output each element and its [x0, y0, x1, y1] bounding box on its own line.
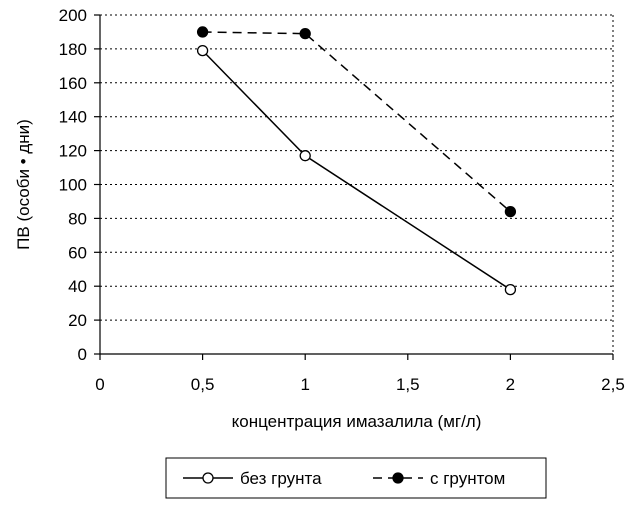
- legend: без грунта с грунтом: [165, 457, 547, 499]
- y-tick-label: 200: [59, 6, 87, 25]
- series-2: [196, 26, 517, 218]
- x-axis-title: концентрация имазалила (мг/л): [232, 412, 482, 431]
- y-tick-label: 40: [68, 277, 87, 296]
- series-group: [196, 26, 517, 296]
- legend-item-2: с грунтом: [373, 469, 505, 488]
- y-tick-label: 60: [68, 243, 87, 262]
- legend-label: без грунта: [240, 469, 322, 488]
- y-tick-label: 160: [59, 74, 87, 93]
- legend-marker: [392, 472, 404, 484]
- y-tick-label: 180: [59, 40, 87, 59]
- y-axis-title: ПВ (особи • дни): [14, 119, 33, 250]
- x-tick-label: 0,5: [191, 375, 215, 394]
- x-axis-ticks: 0 0,5 1 1,5 2 2,5: [95, 354, 625, 394]
- data-point: [504, 283, 517, 296]
- legend-label: с грунтом: [430, 469, 505, 488]
- x-tick-label: 1,5: [396, 375, 420, 394]
- x-tick-label: 1: [300, 375, 309, 394]
- y-axis-ticks: 0 20 40 60 80 100 120 140 160 180 200: [59, 6, 100, 364]
- data-point: [504, 205, 517, 218]
- x-tick-label: 2: [506, 375, 515, 394]
- data-point: [196, 44, 209, 57]
- x-tick-label: 2,5: [601, 375, 625, 394]
- y-tick-label: 80: [68, 209, 87, 228]
- series-line: [202, 31, 511, 213]
- data-point: [196, 26, 209, 38]
- data-point: [299, 150, 311, 162]
- y-tick-label: 140: [59, 108, 87, 127]
- x-tick-label: 0: [95, 375, 104, 394]
- data-point: [299, 27, 311, 40]
- y-tick-label: 100: [59, 176, 87, 195]
- series-line: [202, 50, 511, 291]
- y-tick-label: 20: [68, 311, 87, 330]
- series-1: [196, 44, 517, 296]
- y-tick-label: 120: [59, 142, 87, 161]
- grid-lines: [100, 14, 614, 354]
- y-tick-label: 0: [78, 345, 87, 364]
- legend-marker: [202, 472, 214, 484]
- legend-item-1: без грунта: [183, 469, 322, 488]
